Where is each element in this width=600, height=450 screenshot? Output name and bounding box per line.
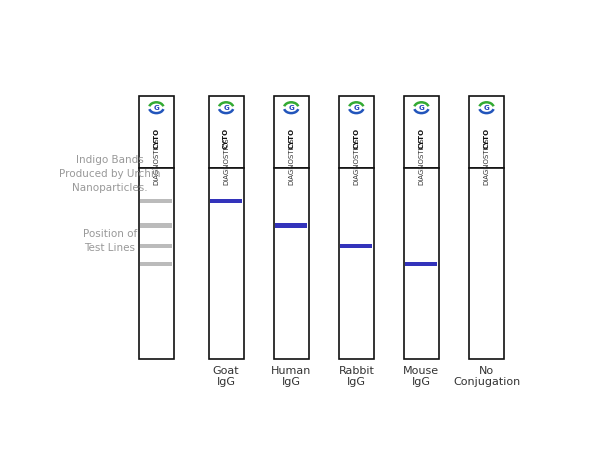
- Bar: [469, 168, 504, 359]
- Text: G: G: [419, 105, 424, 111]
- Circle shape: [283, 102, 299, 114]
- Bar: [140, 261, 172, 266]
- Text: DIAGNOSTICS: DIAGNOSTICS: [288, 138, 294, 185]
- Bar: [274, 95, 308, 168]
- Text: G: G: [353, 105, 359, 111]
- Text: DIAGNOSTICS: DIAGNOSTICS: [223, 138, 229, 185]
- Text: Position of
Test Lines: Position of Test Lines: [83, 229, 137, 253]
- Bar: [140, 224, 172, 228]
- Text: CYTO: CYTO: [418, 128, 424, 149]
- Bar: [139, 95, 174, 168]
- Text: No
Conjugation: No Conjugation: [453, 366, 520, 387]
- Text: CYTO: CYTO: [484, 128, 490, 149]
- Bar: [340, 244, 373, 248]
- Circle shape: [218, 102, 234, 114]
- Text: Goat
IgG: Goat IgG: [213, 366, 239, 387]
- Text: CYTO: CYTO: [154, 128, 160, 149]
- Bar: [275, 224, 307, 228]
- Text: Rabbit
IgG: Rabbit IgG: [338, 366, 374, 387]
- Bar: [469, 95, 504, 168]
- Bar: [339, 168, 374, 359]
- Text: DIAGNOSTICS: DIAGNOSTICS: [484, 138, 490, 185]
- Circle shape: [478, 102, 494, 114]
- Text: DIAGNOSTICS: DIAGNOSTICS: [418, 138, 424, 185]
- Bar: [406, 261, 437, 266]
- Text: CYTO: CYTO: [288, 128, 294, 149]
- Circle shape: [413, 102, 430, 114]
- Text: CYTO: CYTO: [223, 128, 229, 149]
- Bar: [209, 95, 244, 168]
- Circle shape: [148, 102, 164, 114]
- Text: G: G: [154, 105, 159, 111]
- Bar: [209, 168, 244, 359]
- Bar: [404, 168, 439, 359]
- Bar: [140, 199, 172, 203]
- Text: DIAGNOSTICS: DIAGNOSTICS: [353, 138, 359, 185]
- Text: Human
IgG: Human IgG: [271, 366, 311, 387]
- Text: G: G: [223, 105, 229, 111]
- Bar: [210, 199, 242, 203]
- Bar: [140, 244, 172, 248]
- Bar: [274, 168, 308, 359]
- Circle shape: [348, 102, 364, 114]
- Bar: [404, 95, 439, 168]
- Bar: [139, 168, 174, 359]
- Text: CYTO: CYTO: [353, 128, 359, 149]
- Text: DIAGNOSTICS: DIAGNOSTICS: [154, 138, 160, 185]
- Text: Indigo Bands
Produced by Urchin
Nanoparticles.: Indigo Bands Produced by Urchin Nanopart…: [59, 154, 161, 193]
- Text: G: G: [484, 105, 490, 111]
- Text: Mouse
IgG: Mouse IgG: [403, 366, 439, 387]
- Bar: [339, 95, 374, 168]
- Text: G: G: [289, 105, 294, 111]
